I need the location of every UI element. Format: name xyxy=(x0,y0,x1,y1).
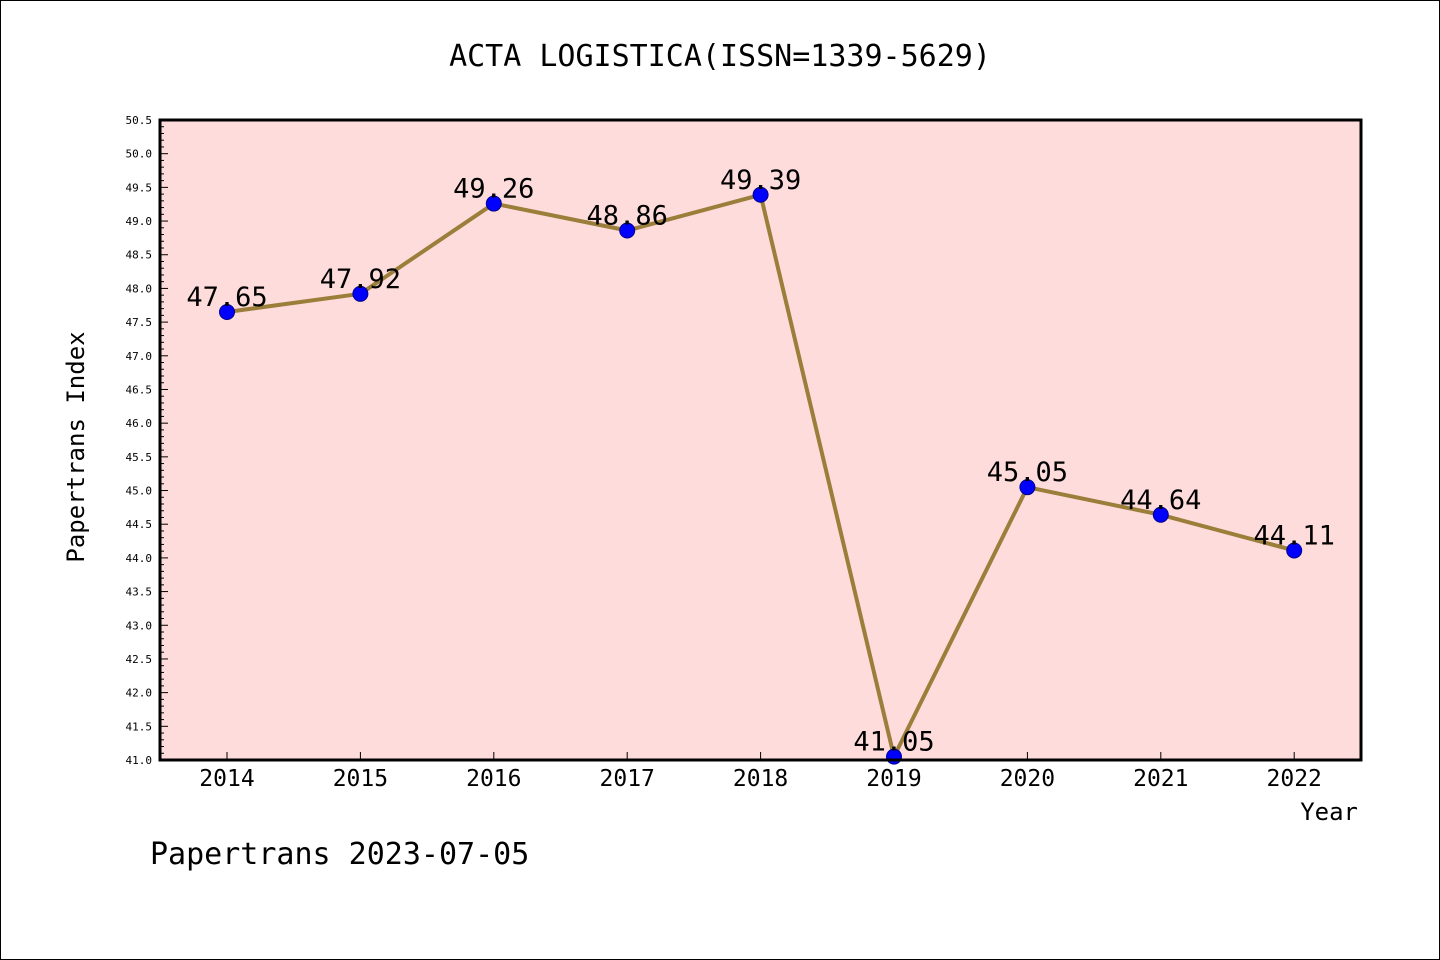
data-labels-layer: 47.65 47.92 49.26 48.86 49.39 41.05 45.05 44.64… xyxy=(186,165,1334,758)
plot-frame xyxy=(158,118,1363,762)
data-point-2014 xyxy=(219,304,235,320)
x-tick-label: 2020 xyxy=(1000,766,1055,792)
data-point-2016 xyxy=(485,195,502,212)
y-tick-label: 42.5 xyxy=(126,653,153,666)
data-point-2015 xyxy=(352,285,369,302)
y-tick-label: 48.5 xyxy=(126,249,153,262)
data-label-2020: 45.05 xyxy=(987,457,1068,488)
data-label-2015: 47.92 xyxy=(320,264,401,295)
data-point-2017 xyxy=(619,222,636,239)
data-label-2014: 47.65 xyxy=(186,282,267,313)
chart-title: ACTA LOGISTICA(ISSN=1339-5629) xyxy=(449,39,991,74)
data-point-2021 xyxy=(1152,506,1169,523)
data-label-2017: 48.86 xyxy=(587,200,668,231)
y-tick-label: 50.5 xyxy=(126,114,153,127)
y-tick-label: 42.0 xyxy=(126,687,153,700)
x-tick-label: 2014 xyxy=(199,766,254,792)
y-tick-label: 50.0 xyxy=(126,148,153,161)
y-tick-label: 49.0 xyxy=(126,215,153,228)
x-tick-label: 2017 xyxy=(600,766,655,792)
data-label-2016: 49.26 xyxy=(453,174,534,205)
y-tick-label: 43.5 xyxy=(126,586,153,599)
y-axis-label: Papertrans Index xyxy=(62,331,90,562)
x-tick-label: 2021 xyxy=(1133,766,1188,792)
data-label-2021: 44.64 xyxy=(1120,485,1201,516)
y-tick-label: 41.5 xyxy=(126,720,153,733)
data-point-2022 xyxy=(1286,542,1303,559)
x-tick-label: 2016 xyxy=(466,766,521,792)
data-point-2018 xyxy=(752,186,769,203)
data-point-2020 xyxy=(1019,479,1036,496)
markers-layer xyxy=(219,186,1303,765)
y-tick-label: 47.0 xyxy=(126,350,153,363)
y-tick-label: 48.0 xyxy=(126,282,153,295)
y-axis-ticks: 41.0 41.5 42.0 42.5 43.0 43.5 44.0 44.5 45.0 45.5… xyxy=(126,114,168,767)
x-tick-label: 2015 xyxy=(333,766,388,792)
data-label-2019: 41.05 xyxy=(853,727,934,758)
y-tick-label: 49.5 xyxy=(126,181,153,194)
y-tick-label: 46.0 xyxy=(126,417,153,430)
data-label-2018: 49.39 xyxy=(720,165,801,196)
y-tick-label: 41.0 xyxy=(126,754,153,767)
x-tick-label: 2019 xyxy=(866,766,921,792)
y-tick-label: 44.5 xyxy=(126,518,153,531)
x-axis-label: Year xyxy=(1300,798,1358,826)
plot-area xyxy=(160,120,1361,760)
y-tick-label: 46.5 xyxy=(126,383,153,396)
x-tick-label: 2022 xyxy=(1267,766,1322,792)
data-label-2022: 44.11 xyxy=(1254,520,1335,551)
y-tick-label: 43.0 xyxy=(126,619,153,632)
footer-text: Papertrans 2023-07-05 xyxy=(150,837,529,872)
y-tick-label: 44.0 xyxy=(126,552,153,565)
y-tick-label: 45.0 xyxy=(126,485,153,498)
x-tick-label: 2018 xyxy=(733,766,788,792)
y-tick-label: 45.5 xyxy=(126,451,153,464)
y-tick-label: 47.5 xyxy=(126,316,153,329)
